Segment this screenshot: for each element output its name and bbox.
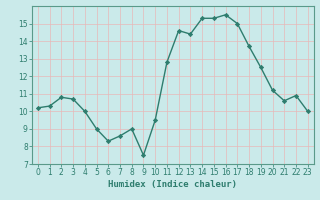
X-axis label: Humidex (Indice chaleur): Humidex (Indice chaleur) (108, 180, 237, 189)
